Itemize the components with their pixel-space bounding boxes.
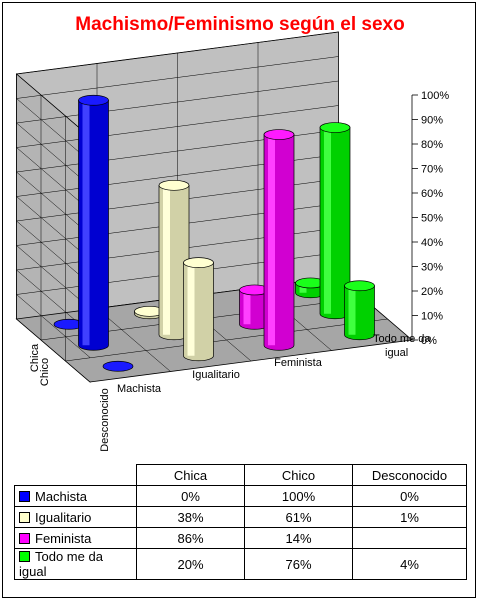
legend-swatch-feminista [19, 532, 30, 544]
table-cell: 20% [136, 548, 245, 580]
table-col-header: Chica [136, 464, 245, 486]
y-tick-label: 40% [421, 237, 443, 249]
legend-swatch-machista [19, 490, 30, 502]
table-row: Machista 0% 100% 0% [14, 485, 467, 507]
bar-feminista-chica [263, 129, 295, 351]
floor-gridline [96, 308, 171, 372]
table-cell: 100% [244, 485, 353, 507]
table-row-label: Feminista [14, 527, 137, 549]
table-col-header: Chico [244, 464, 353, 486]
table-cell: 0% [352, 485, 467, 507]
table-row-label: Machista [14, 485, 137, 507]
table-row-label: Todo me da igual [14, 548, 137, 580]
y-tick-label: 60% [421, 188, 443, 200]
table-cell: 1% [352, 506, 467, 528]
y-tick-label: 0% [421, 335, 437, 347]
x-category-label: Igualitario [192, 369, 240, 381]
chart-title: Machismo/Feminismo según el sexo [75, 14, 405, 35]
x-category-label: Machista [117, 383, 162, 395]
floor-gridline [65, 318, 388, 362]
y-tick-label: 90% [421, 115, 443, 127]
y-tick-label: 30% [421, 262, 443, 274]
legend-swatch-igualitario [19, 511, 30, 523]
y-tick-label: 70% [421, 164, 443, 176]
bar-todo-me-da-igual-chica [344, 280, 375, 341]
y-tick-label: 100% [421, 90, 449, 102]
table-row: Todo me da igual 20% 76% 4% [14, 548, 467, 580]
row-label-text: Machista [35, 488, 88, 504]
row-label-text: Igualitario [35, 509, 92, 525]
chart-plot-3d: 0% 10% 20% 30% 40% 50% 60% 70% 80% 90% 100% Machist… [15, 31, 449, 452]
row-label-text: Todo me da igual [19, 549, 103, 579]
chart-frame [2, 2, 476, 598]
x-category-label: igual [385, 347, 408, 359]
y-tick-label: 20% [421, 286, 443, 298]
table-cell: 86% [136, 527, 245, 549]
table-corner [14, 464, 137, 486]
table-cell: 4% [352, 548, 467, 580]
bar-todo-me-da-igual-desconocido [295, 277, 326, 299]
bar-machista-chico [78, 94, 109, 351]
y-tick-label: 80% [421, 139, 443, 151]
table-row: Igualitario 38% 61% 1% [14, 506, 467, 528]
table-cell: 38% [136, 506, 245, 528]
y-tick-label: 50% [421, 213, 443, 225]
series-axis-label: Chica [29, 343, 41, 372]
table-cell: 0% [136, 485, 245, 507]
data-table: Chica Chico Desconocido Machista 0% 100%… [14, 464, 467, 580]
x-category-label: Todo me da [373, 333, 431, 345]
table-row-label: Igualitario [14, 506, 137, 528]
series-axis-label: Chico [39, 358, 51, 386]
table-cell [352, 527, 467, 549]
bar-todo-me-da-igual-chico [319, 122, 351, 320]
y-tick-label: 10% [421, 311, 443, 323]
bar-machista-chica [102, 360, 134, 372]
table-col-header: Desconocido [352, 464, 467, 486]
bar-igualitario-chico [158, 179, 190, 341]
bar-igualitario-chica [183, 257, 214, 362]
series-axis-label: Desconocido [99, 388, 111, 452]
table-cell: 14% [244, 527, 353, 549]
legend-swatch-todo-me-da-igual [19, 551, 30, 562]
table-cell: 76% [244, 548, 353, 580]
table-cell: 61% [244, 506, 353, 528]
table-header-row: Chica Chico Desconocido [14, 464, 467, 486]
row-label-text: Feminista [35, 530, 92, 546]
x-category-label: Feminista [274, 357, 323, 369]
table-row: Feminista 86% 14% [14, 527, 467, 549]
